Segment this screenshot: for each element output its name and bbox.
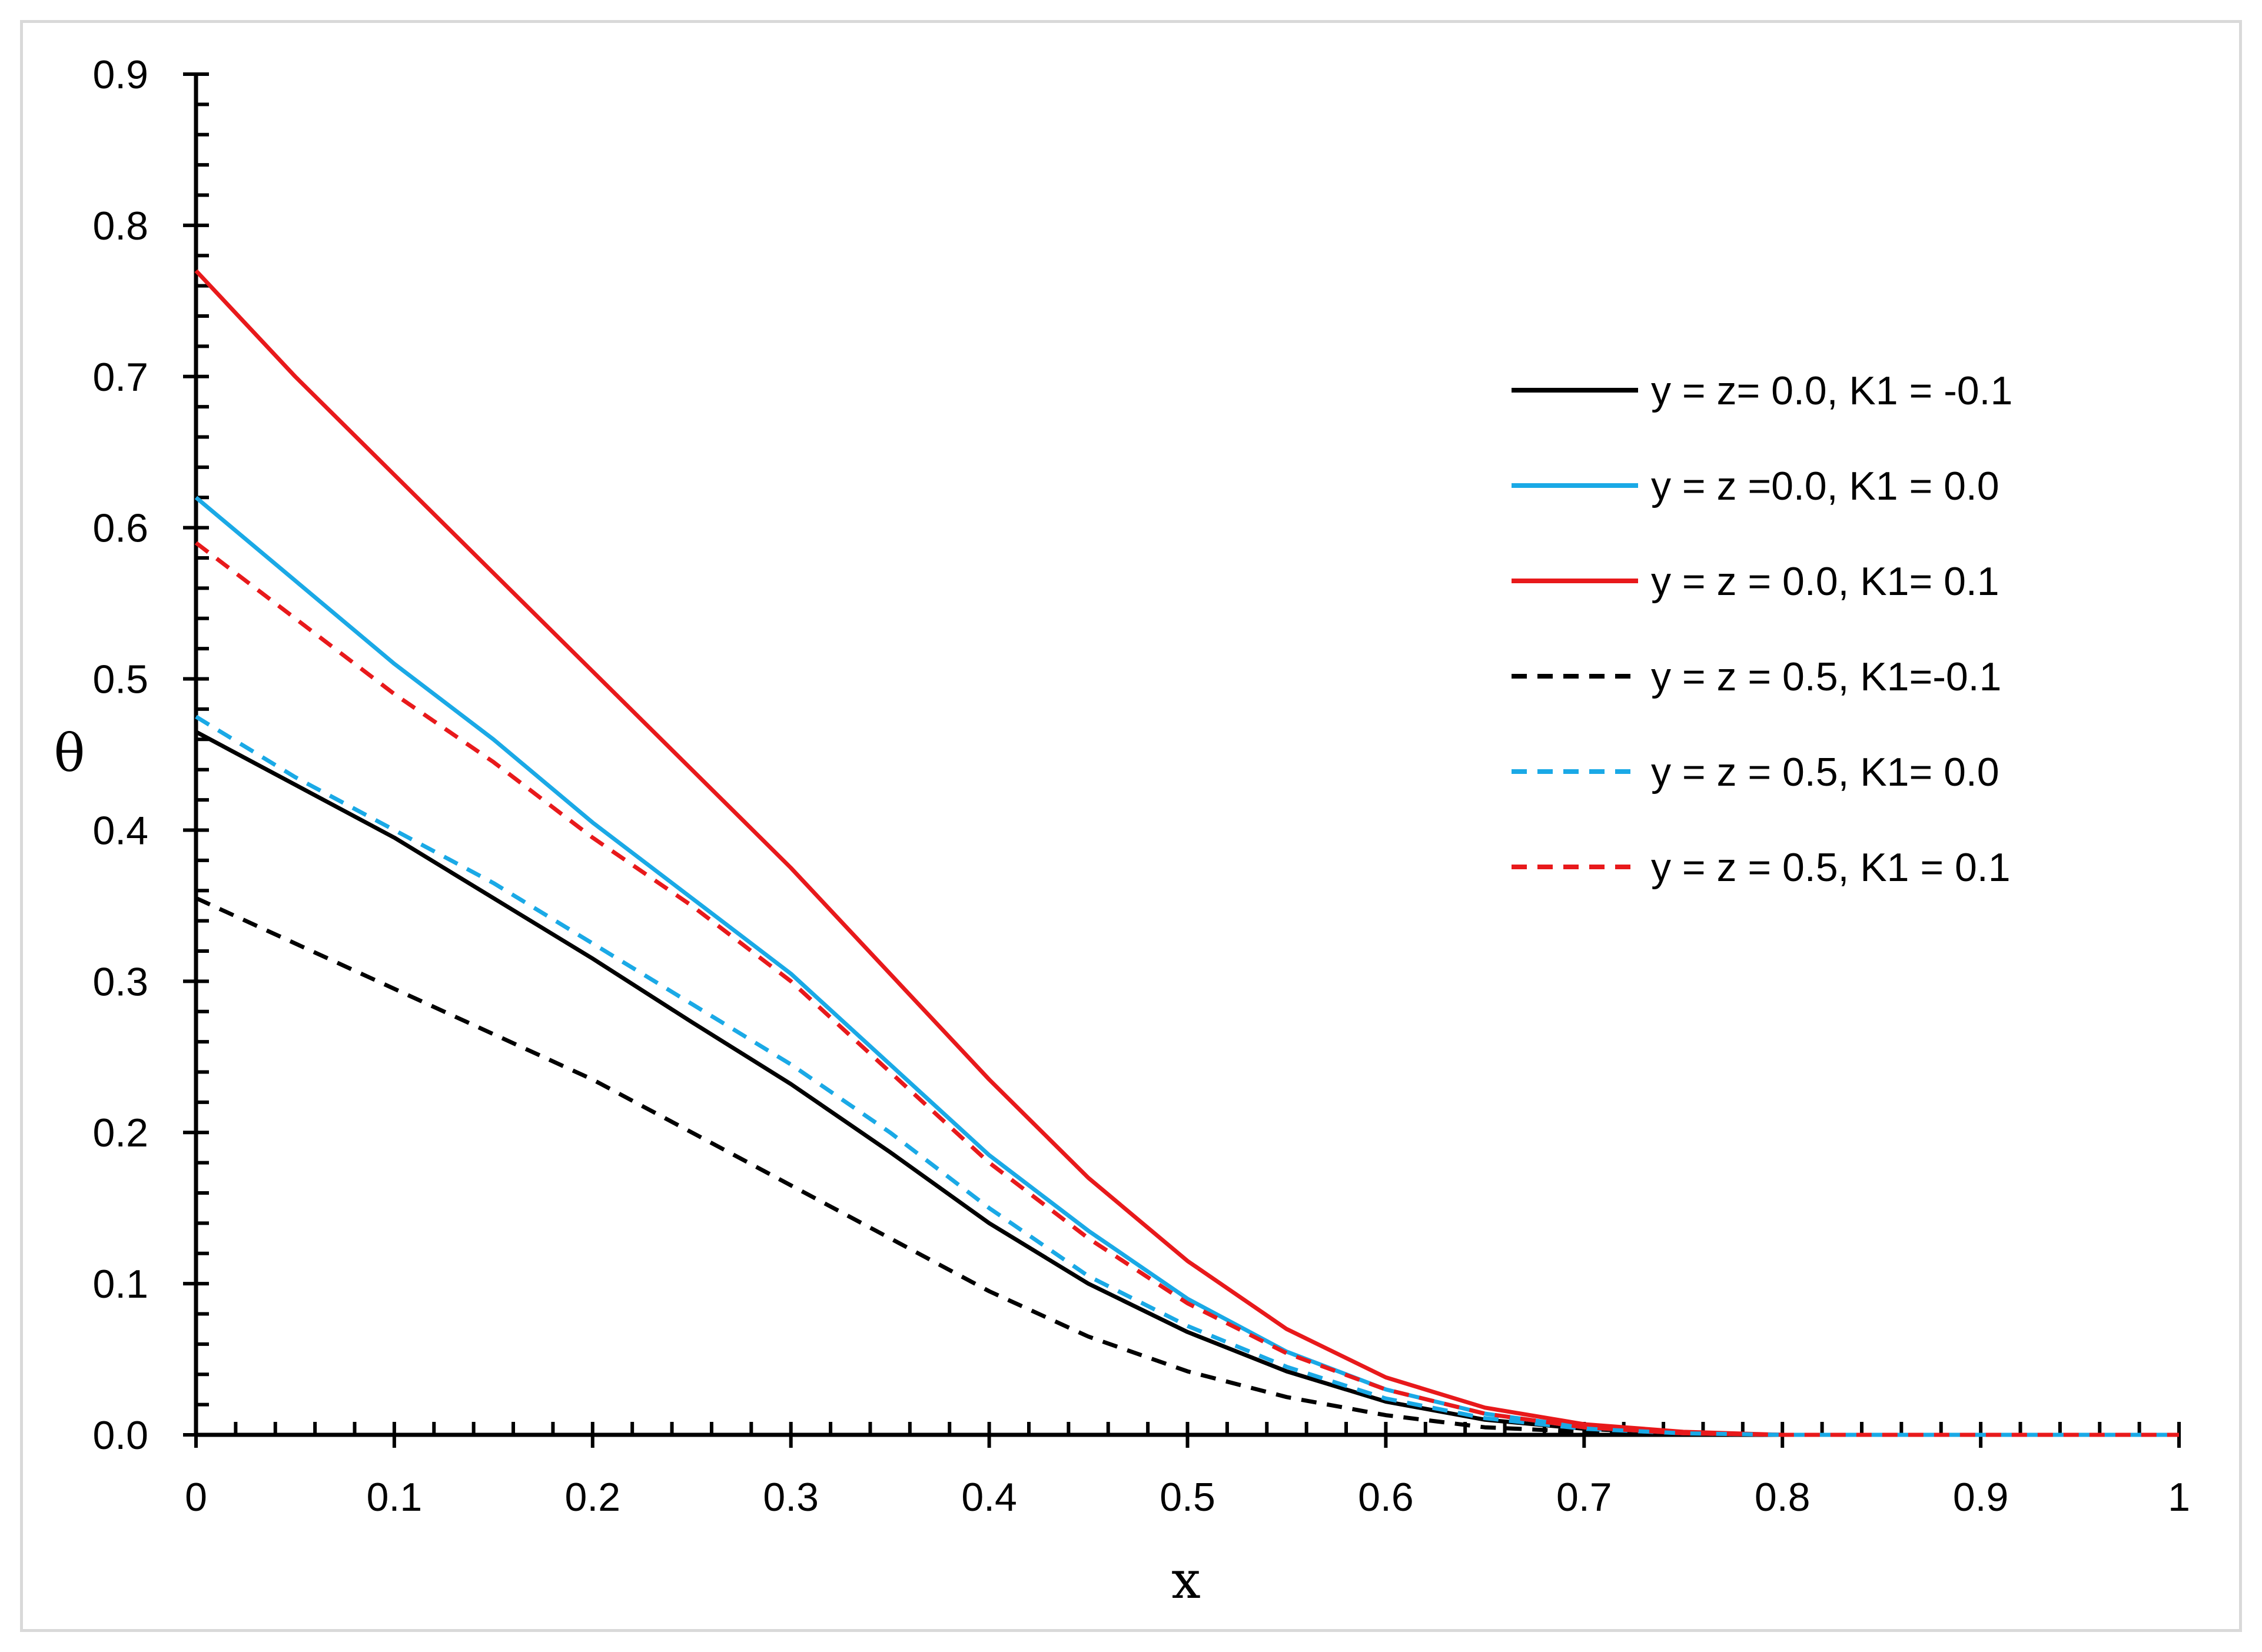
legend-label-3: y = z = 0.0, K1= 0.1 xyxy=(1651,559,1999,604)
legend-label-2: y = z =0.0, K1 = 0.0 xyxy=(1651,464,1999,508)
x-tick-label: 0.3 xyxy=(763,1475,819,1520)
x-tick-label: 0.8 xyxy=(1755,1475,1811,1520)
legend-label-6: y = z = 0.5, K1 = 0.1 xyxy=(1651,845,2011,890)
x-tick-label: 1 xyxy=(2168,1475,2190,1520)
series-line-4 xyxy=(195,896,2179,1437)
tick-labels: 0.0 0.1 0.2 0.3 0.4 0.5 0.6 0.7 0.8 0.9 0 0.1 0.2 0.3… xyxy=(92,52,2190,1520)
y-tick-label: 0.1 xyxy=(92,1262,148,1307)
x-tick-label: 0.5 xyxy=(1160,1475,1215,1520)
y-tick-label: 0.6 xyxy=(92,506,148,551)
y-tick-label: 0.9 xyxy=(92,52,148,97)
y-tick-label: 0.3 xyxy=(92,959,148,1004)
x-axis-label: x xyxy=(1171,1550,1201,1610)
legend-label-1: y = z= 0.0, K1 = -0.1 xyxy=(1651,368,2012,413)
series-line-5 xyxy=(195,714,2179,1437)
series-line-1 xyxy=(195,730,2179,1437)
x-tick-label: 0.6 xyxy=(1358,1475,1414,1520)
chart-frame xyxy=(20,20,2242,1632)
x-tick-label: 0.7 xyxy=(1556,1475,1612,1520)
x-tick-label: 0.1 xyxy=(367,1475,423,1520)
series-layer xyxy=(194,269,2179,1437)
y-tick-label: 0.4 xyxy=(92,808,148,853)
legend: y = z= 0.0, K1 = -0.1 y = z =0.0, K1 = 0.… xyxy=(1512,368,2012,890)
series-line-6 xyxy=(194,541,2179,1437)
x-tick-label: 0.9 xyxy=(1953,1475,2009,1520)
y-axis-label: θ xyxy=(54,723,85,783)
series-line-2 xyxy=(194,496,2179,1437)
y-tick-label: 0.0 xyxy=(92,1413,148,1458)
legend-label-5: y = z = 0.5, K1= 0.0 xyxy=(1651,750,1999,795)
y-tick-label: 0.7 xyxy=(92,355,148,400)
x-tick-label: 0.2 xyxy=(565,1475,621,1520)
x-tick-label: 0.4 xyxy=(961,1475,1017,1520)
y-tick-label: 0.5 xyxy=(92,657,148,702)
y-tick-label: 0.8 xyxy=(92,204,148,248)
y-tick-label: 0.2 xyxy=(92,1111,148,1155)
x-tick-label: 0 xyxy=(185,1475,207,1520)
legend-label-4: y = z = 0.5, K1=-0.1 xyxy=(1651,654,2001,699)
